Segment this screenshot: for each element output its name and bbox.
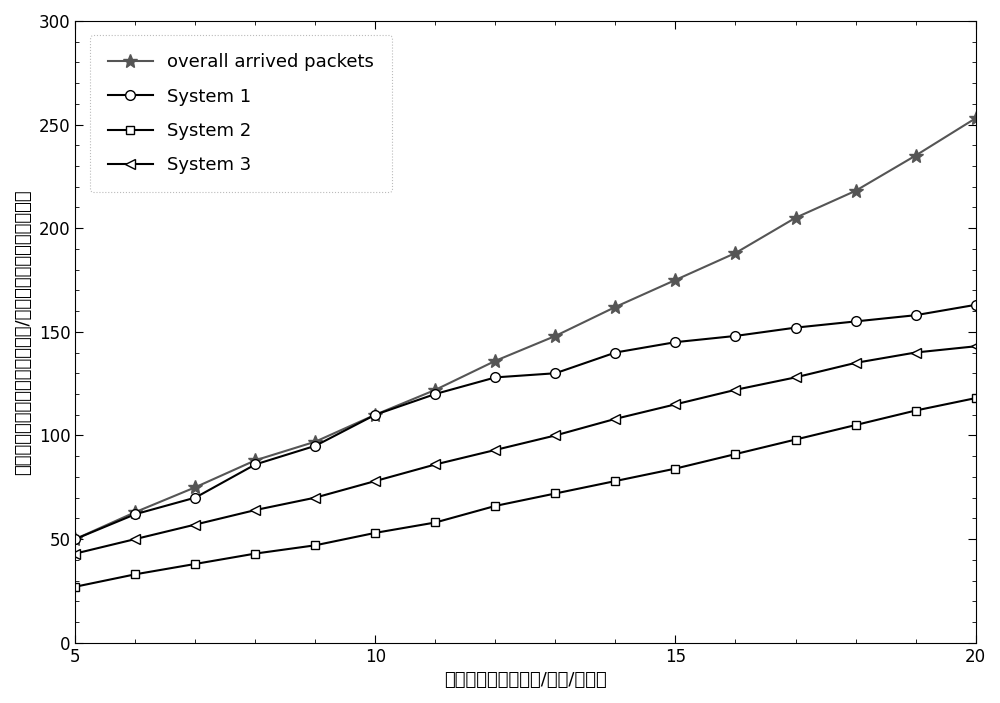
Y-axis label: 每时隙系统平均到达的分组数目/平均每时隙系统的总吞吐量: 每时隙系统平均到达的分组数目/平均每时隙系统的总吞吐量 bbox=[14, 189, 32, 475]
System 2 bbox=[249, 549, 261, 557]
System 3 bbox=[549, 431, 561, 439]
System 3 bbox=[429, 460, 441, 469]
overall arrived packets bbox=[489, 356, 501, 365]
System 3 bbox=[669, 400, 681, 408]
System 3 bbox=[970, 342, 982, 351]
System 2 bbox=[189, 560, 201, 568]
System 3 bbox=[69, 549, 81, 557]
System 3 bbox=[249, 506, 261, 515]
System 1 bbox=[489, 373, 501, 382]
overall arrived packets bbox=[609, 303, 621, 311]
overall arrived packets bbox=[129, 508, 141, 516]
System 1 bbox=[729, 332, 741, 340]
overall arrived packets bbox=[249, 456, 261, 465]
overall arrived packets bbox=[669, 276, 681, 284]
System 1 bbox=[970, 301, 982, 309]
System 2 bbox=[129, 570, 141, 579]
System 3 bbox=[309, 494, 321, 502]
System 1 bbox=[69, 535, 81, 543]
Line: overall arrived packets: overall arrived packets bbox=[68, 111, 982, 546]
System 2 bbox=[609, 477, 621, 485]
overall arrived packets bbox=[729, 249, 741, 257]
System 2 bbox=[489, 502, 501, 510]
System 2 bbox=[669, 465, 681, 473]
System 1 bbox=[549, 369, 561, 378]
overall arrived packets bbox=[970, 114, 982, 122]
System 2 bbox=[309, 541, 321, 550]
System 1 bbox=[129, 510, 141, 518]
overall arrived packets bbox=[790, 214, 802, 222]
System 3 bbox=[910, 348, 922, 356]
System 2 bbox=[729, 450, 741, 458]
Line: System 2: System 2 bbox=[71, 394, 980, 591]
Line: System 3: System 3 bbox=[70, 342, 980, 558]
System 3 bbox=[129, 535, 141, 543]
X-axis label: 分组到达速率（包数/时隙/用户）: 分组到达速率（包数/时隙/用户） bbox=[444, 671, 607, 689]
System 3 bbox=[369, 477, 381, 485]
System 1 bbox=[369, 411, 381, 419]
System 2 bbox=[549, 489, 561, 498]
System 2 bbox=[429, 518, 441, 527]
System 3 bbox=[609, 415, 621, 423]
System 2 bbox=[910, 406, 922, 415]
Line: System 1: System 1 bbox=[70, 300, 980, 544]
System 3 bbox=[189, 520, 201, 529]
System 1 bbox=[910, 311, 922, 319]
System 1 bbox=[249, 460, 261, 469]
overall arrived packets bbox=[369, 411, 381, 419]
System 3 bbox=[729, 386, 741, 394]
System 2 bbox=[850, 421, 862, 430]
System 3 bbox=[790, 373, 802, 382]
System 1 bbox=[309, 441, 321, 450]
System 1 bbox=[669, 338, 681, 347]
System 2 bbox=[369, 529, 381, 537]
System 1 bbox=[790, 323, 802, 332]
System 1 bbox=[429, 389, 441, 398]
overall arrived packets bbox=[910, 151, 922, 160]
Legend: overall arrived packets, System 1, System 2, System 3: overall arrived packets, System 1, Syste… bbox=[90, 35, 392, 192]
System 1 bbox=[850, 317, 862, 325]
overall arrived packets bbox=[189, 483, 201, 491]
System 1 bbox=[609, 348, 621, 356]
overall arrived packets bbox=[429, 386, 441, 394]
overall arrived packets bbox=[309, 437, 321, 446]
overall arrived packets bbox=[850, 186, 862, 195]
System 2 bbox=[790, 435, 802, 444]
System 2 bbox=[970, 394, 982, 402]
System 2 bbox=[69, 583, 81, 591]
System 1 bbox=[189, 494, 201, 502]
overall arrived packets bbox=[69, 535, 81, 543]
overall arrived packets bbox=[549, 332, 561, 340]
System 3 bbox=[850, 359, 862, 367]
System 3 bbox=[489, 446, 501, 454]
